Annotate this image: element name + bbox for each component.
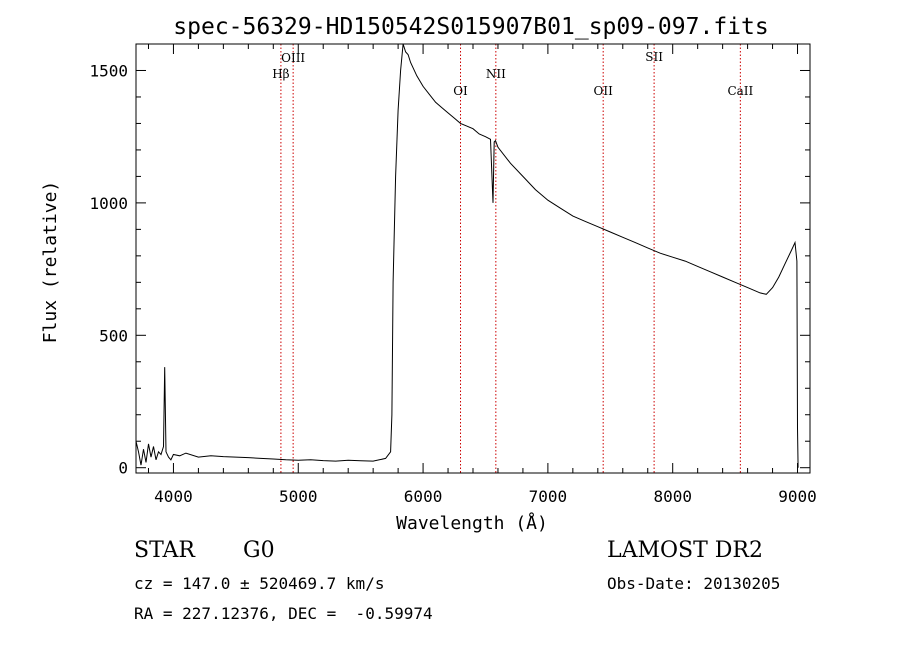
redshift-info: cz = 147.0 ± 520469.7 km/s: [134, 574, 385, 593]
x-tick-label-1: 5000: [279, 487, 318, 506]
line-label-6: CaII: [727, 84, 753, 98]
y-tick-label-2: 1000: [89, 194, 128, 213]
x-tick-label-2: 6000: [404, 487, 443, 506]
survey-name: LAMOST DR2: [607, 538, 763, 563]
coordinates-info: RA = 227.12376, DEC = -0.59974: [134, 604, 433, 623]
x-tick-label-3: 7000: [529, 487, 568, 506]
object-class: STAR: [134, 538, 195, 563]
y-tick-label-0: 0: [118, 459, 128, 478]
y-tick-label-1: 500: [99, 326, 128, 345]
x-axis-label: Wavelength (Å): [396, 512, 548, 534]
emission-line-labels: Hβ OIII OI NII OII SII CaII: [272, 50, 753, 98]
y-tick-label-3: 1500: [89, 61, 128, 80]
x-tick-label-0: 4000: [154, 487, 193, 506]
y-axis-ticks: 0 500 1000 1500: [89, 43, 810, 478]
line-label-1: OIII: [281, 51, 305, 65]
plot-frame: [135, 43, 811, 474]
x-axis-ticks: 4000 5000 6000 7000 8000 9000: [147, 44, 817, 506]
line-label-0: Hβ: [272, 67, 289, 81]
line-label-3: NII: [486, 67, 506, 81]
line-label-2: OI: [453, 84, 468, 98]
object-subclass: G0: [243, 538, 275, 563]
line-label-4: OII: [594, 84, 614, 98]
spectrum-line: [135, 43, 799, 468]
x-tick-label-4: 8000: [653, 487, 692, 506]
x-tick-label-5: 9000: [778, 487, 817, 506]
chart-title: spec-56329-HD150542S015907B01_sp09-097.f…: [173, 14, 768, 40]
observation-date: Obs-Date: 20130205: [607, 574, 781, 593]
line-label-5: SII: [645, 50, 663, 64]
y-axis-label: Flux (relative): [40, 181, 61, 344]
emission-line-markers: [280, 44, 741, 473]
